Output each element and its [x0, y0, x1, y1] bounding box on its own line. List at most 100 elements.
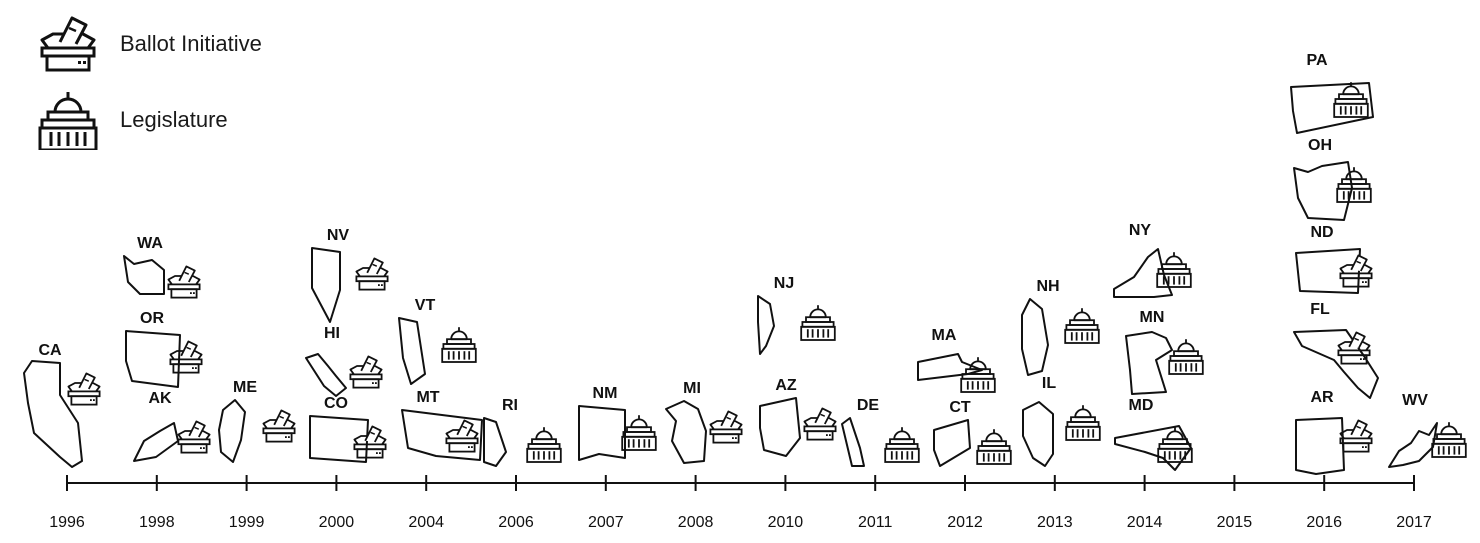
state-wa: WA: [123, 235, 201, 299]
state-outline-shape: [218, 399, 246, 463]
year-label: 1998: [139, 514, 175, 531]
state-me: ME: [218, 379, 296, 463]
state-label: MA: [932, 327, 957, 344]
state-outline-shape: [578, 405, 626, 461]
state-label: FL: [1310, 301, 1330, 318]
state-outline-shape: [1295, 248, 1361, 294]
state-nm: NM: [578, 385, 657, 461]
state-ny: NY: [1113, 222, 1192, 298]
year-label: 2007: [588, 514, 624, 531]
state-oh: OH: [1293, 137, 1372, 221]
capitol-building-icon: [1333, 81, 1369, 118]
capitol-building-icon: [526, 426, 562, 463]
state-label: WA: [137, 235, 163, 252]
state-label: NV: [327, 227, 350, 244]
year-label: 2010: [768, 514, 804, 531]
state-co: CO: [309, 395, 387, 463]
ballot-box-icon: [1339, 254, 1373, 288]
state-outline-shape: [1290, 82, 1374, 134]
state-hi: HI: [305, 325, 383, 397]
state-outline-shape: [305, 353, 347, 397]
state-ri: RI: [483, 397, 562, 467]
state-ma: MA: [917, 327, 996, 393]
state-outline-shape: [125, 330, 181, 388]
state-outline-shape: [401, 409, 483, 461]
state-ca: CA: [23, 342, 101, 468]
state-il: IL: [1022, 375, 1101, 467]
state-outline-shape: [759, 397, 801, 457]
state-or: OR: [125, 310, 203, 388]
capitol-building-icon: [1065, 404, 1101, 441]
capitol-building-icon: [1336, 166, 1372, 203]
state-wv: WV: [1388, 392, 1467, 468]
state-label: NY: [1129, 222, 1152, 239]
state-outline-shape: [483, 417, 507, 467]
state-label: IL: [1042, 375, 1056, 392]
year-label: 2017: [1396, 514, 1432, 531]
state-label: VT: [415, 297, 436, 314]
state-outline-shape: [1295, 417, 1345, 475]
capitol-building-icon: [1168, 338, 1204, 375]
ballot-box-icon: [355, 257, 389, 291]
state-nh: NH: [1021, 278, 1100, 376]
ballot-box-icon: [1339, 419, 1373, 453]
year-label: 2008: [678, 514, 714, 531]
state-outline-shape: [933, 419, 971, 467]
state-mi: MI: [665, 380, 743, 464]
state-ak: AK: [133, 390, 211, 462]
ballot-box-icon: [803, 407, 837, 441]
legend-ballot: Ballot Initiative: [38, 14, 262, 74]
state-outline-shape: [1388, 422, 1438, 468]
year-label: 2013: [1037, 514, 1073, 531]
capitol-building-icon: [1156, 251, 1192, 288]
state-outline-shape: [1114, 425, 1192, 471]
state-az: AZ: [759, 377, 837, 457]
state-outline-shape: [841, 417, 865, 467]
state-label: MN: [1140, 309, 1165, 326]
ballot-box-icon: [445, 419, 479, 453]
ballot-box-icon: [67, 372, 101, 406]
state-outline-shape: [133, 422, 179, 462]
state-outline-shape: [1293, 161, 1353, 221]
state-vt: VT: [398, 297, 477, 385]
capitol-building-icon: [1157, 426, 1193, 463]
state-label: WV: [1402, 392, 1428, 409]
state-label: CA: [38, 342, 62, 359]
capitol-building-icon: [621, 414, 657, 451]
states-layer: CA WA OR AK ME NV HI CO VT MT RI NM MI NJ AZ DE MA CT NH IL…: [23, 52, 1467, 475]
capitol-building-icon: [884, 426, 920, 463]
state-mt: MT: [401, 389, 483, 461]
state-outline-shape: [1022, 401, 1054, 467]
year-label: 2011: [858, 514, 893, 531]
state-label: RI: [502, 397, 518, 414]
capitol-building-icon: [960, 356, 996, 393]
legend-legislature-label: Legislature: [120, 107, 228, 132]
state-outline-shape: [1113, 248, 1173, 298]
state-outline-shape: [917, 353, 983, 381]
ballot-box-icon: [349, 355, 383, 389]
year-label: 2012: [947, 514, 983, 531]
ballot-box-icon: [177, 420, 211, 454]
capitol-building-icon: [441, 326, 477, 363]
state-outline-shape: [1021, 298, 1049, 376]
state-label: MT: [416, 389, 439, 406]
timeline-axis: 1996 1998 1999 2000 2004 2006 2007 2008 2010 2011…: [49, 475, 1432, 531]
state-outline-shape: [311, 247, 341, 323]
state-label: OH: [1308, 137, 1332, 154]
state-label: NM: [593, 385, 618, 402]
state-pa: PA: [1290, 52, 1374, 134]
ballot-box-icon: [167, 265, 201, 299]
state-label: DE: [857, 397, 880, 414]
state-outline-shape: [757, 295, 775, 355]
state-de: DE: [841, 397, 920, 467]
year-label: 2016: [1306, 514, 1342, 531]
state-label: CO: [324, 395, 348, 412]
year-label: 2015: [1217, 514, 1253, 531]
state-outline-shape: [665, 400, 707, 464]
state-nv: NV: [311, 227, 389, 323]
state-ct: CT: [933, 399, 1012, 467]
capitol-building-icon: [1064, 307, 1100, 344]
state-label: OR: [140, 310, 164, 327]
state-label: NJ: [774, 275, 794, 292]
